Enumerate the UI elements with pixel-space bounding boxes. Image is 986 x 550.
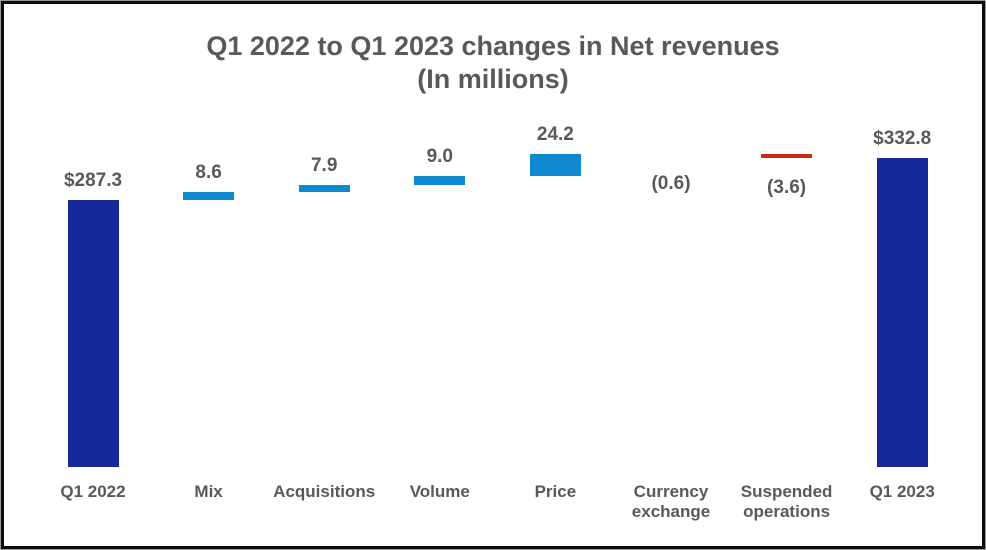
category-label-acquisitions: Acquisitions: [273, 482, 376, 501]
category-label-mix: Mix: [194, 482, 223, 501]
bar-suspended-operations: [761, 154, 813, 158]
chart-title-block: Q1 2022 to Q1 2023 changes in Net revenu…: [4, 30, 982, 96]
chart-title: Q1 2022 to Q1 2023 changes in Net revenu…: [206, 31, 780, 61]
category-label-currency-exchange: Currency exchange: [631, 482, 711, 521]
category-label-q1-2023: Q1 2023: [869, 482, 935, 501]
value-label-volume: 9.0: [426, 146, 453, 168]
value-label-currency-exchange: (0.6): [651, 173, 691, 195]
bar-acquisitions: [298, 184, 350, 193]
bar-mix: [183, 192, 235, 201]
chart-subtitle: (In millions): [417, 64, 569, 94]
bar-volume: [414, 176, 466, 185]
category-label-price: Price: [534, 482, 577, 501]
value-label-acquisitions: 7.9: [310, 154, 338, 176]
value-label-mix: 8.6: [195, 162, 222, 184]
bar-q1-2022: [67, 200, 119, 467]
value-label-price: 24.2: [536, 123, 574, 145]
bar-price: [529, 153, 581, 177]
value-label-q1-2022: $287.3: [63, 170, 123, 192]
value-label-suspended-operations: (3.6): [767, 176, 807, 198]
bar-q1-2023: [876, 157, 928, 467]
category-label-volume: Volume: [409, 482, 470, 501]
value-label-q1-2023: $332.8: [873, 127, 932, 149]
category-label-q1-2022: Q1 2022: [60, 482, 126, 501]
category-label-suspended-operations: Suspended operations: [740, 482, 833, 521]
